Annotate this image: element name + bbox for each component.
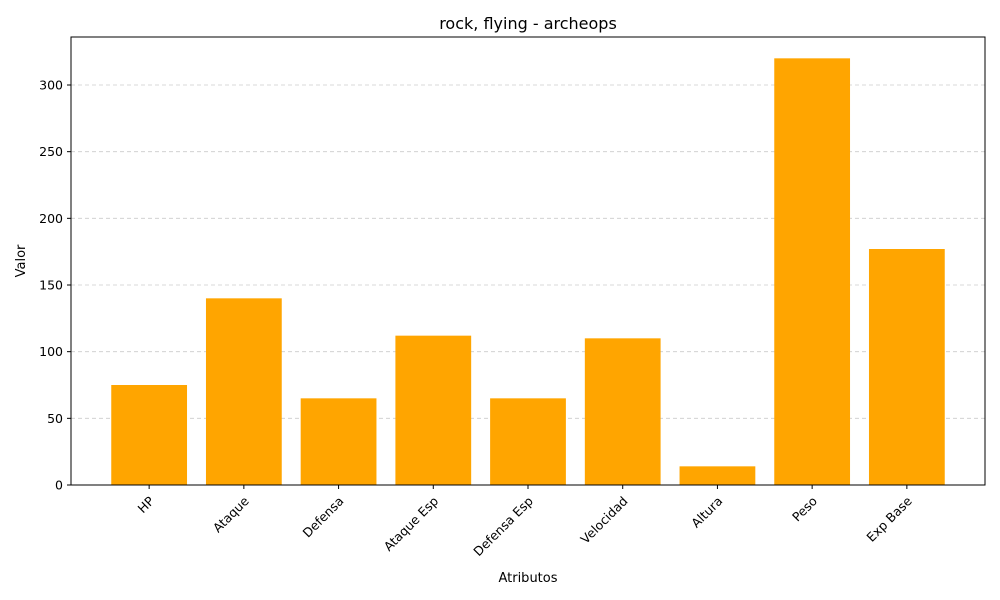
x-axis-label: Atributos (498, 571, 557, 586)
x-tick-label: Defensa Esp (470, 493, 536, 559)
bar-velocidad (584, 338, 661, 485)
x-tick-label: Ataque (210, 493, 252, 535)
x-tick-label: Defensa (299, 493, 346, 540)
y-axis-label: Valor (14, 244, 29, 277)
x-tick-label: Velocidad (577, 493, 630, 546)
bar-defensa (300, 398, 377, 485)
y-tick-label: 100 (39, 344, 63, 359)
bars (111, 58, 945, 485)
x-tick-label: HP (135, 493, 158, 516)
y-tick-label: 150 (39, 278, 63, 293)
bar-ataque-esp (395, 335, 472, 485)
y-tick-label: 0 (55, 478, 63, 493)
y-tick-label: 200 (39, 211, 63, 226)
x-tick-label: Exp Base (863, 493, 915, 545)
bar-hp (111, 385, 188, 485)
x-tick-label: Peso (789, 493, 820, 524)
bar-altura (679, 466, 756, 485)
bar-peso (774, 58, 851, 485)
x-tick-label: Ataque Esp (381, 493, 442, 554)
x-tick-label: Altura (688, 493, 725, 530)
y-tick-label: 300 (39, 78, 63, 93)
bar-defensa-esp (490, 398, 566, 485)
bar-exp-base (868, 249, 945, 485)
chart-title: rock, flying - archeops (439, 14, 617, 33)
y-tick-label: 250 (39, 144, 63, 159)
bar-ataque (205, 298, 282, 485)
y-axis-ticks: 0 50 100 150 200 250 300 (39, 78, 71, 493)
y-tick-label: 50 (47, 411, 63, 426)
x-axis-ticks: HP Ataque Defensa Ataque Esp Defensa Esp Velo… (135, 485, 915, 559)
